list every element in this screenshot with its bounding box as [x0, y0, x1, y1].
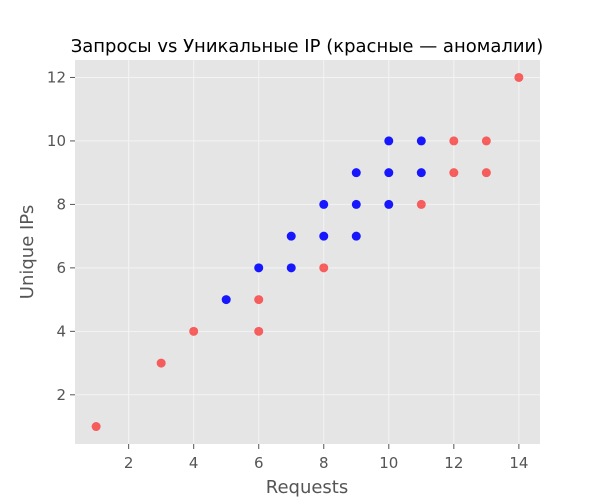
- normal-point: [286, 231, 296, 241]
- anomaly-point: [416, 199, 426, 209]
- anomaly-point: [449, 168, 459, 178]
- x-tick-label: 4: [189, 454, 199, 472]
- data-points: [91, 72, 524, 432]
- y-tick-label: 8: [56, 195, 66, 213]
- x-axis-label: Requests: [266, 477, 349, 498]
- normal-point: [384, 168, 394, 178]
- anomaly-point: [481, 136, 491, 146]
- anomaly-point: [514, 72, 524, 82]
- anomaly-point: [319, 263, 329, 273]
- y-tick-label: 6: [56, 259, 66, 277]
- normal-point: [416, 168, 426, 178]
- normal-point: [351, 168, 361, 178]
- anomaly-point: [91, 422, 101, 432]
- normal-point: [351, 199, 361, 209]
- y-tick-label: 10: [47, 132, 66, 150]
- anomaly-point: [449, 136, 459, 146]
- plot-area: [75, 60, 540, 444]
- x-axis-ticks: 2 4 6 8 10 12 14: [124, 444, 528, 472]
- normal-point: [416, 136, 426, 146]
- anomaly-point: [481, 168, 491, 178]
- anomaly-point: [189, 326, 199, 336]
- x-tick-label: 6: [254, 454, 264, 472]
- y-tick-label: 2: [56, 386, 66, 404]
- anomaly-point: [156, 358, 166, 368]
- y-tick-label: 4: [56, 322, 66, 340]
- normal-point: [286, 263, 296, 273]
- normal-point: [319, 231, 329, 241]
- normal-point: [384, 136, 394, 146]
- anomaly-point: [254, 295, 264, 305]
- normal-point: [254, 263, 264, 273]
- anomaly-point: [254, 326, 264, 336]
- grid-lines: [75, 60, 540, 444]
- x-tick-label: 2: [124, 454, 134, 472]
- normal-point: [351, 231, 361, 241]
- chart-title: Запросы vs Уникальные IP (красные — аном…: [71, 36, 544, 57]
- y-axis-label: Unique IPs: [17, 205, 38, 299]
- normal-point: [221, 295, 231, 305]
- x-tick-label: 10: [379, 454, 398, 472]
- x-tick-label: 14: [509, 454, 528, 472]
- y-axis-ticks: 2 4 6 8 10 12: [47, 68, 75, 404]
- normal-point: [319, 199, 329, 209]
- normal-point: [384, 199, 394, 209]
- x-tick-label: 8: [319, 454, 329, 472]
- y-tick-label: 12: [47, 68, 66, 86]
- x-tick-label: 12: [444, 454, 463, 472]
